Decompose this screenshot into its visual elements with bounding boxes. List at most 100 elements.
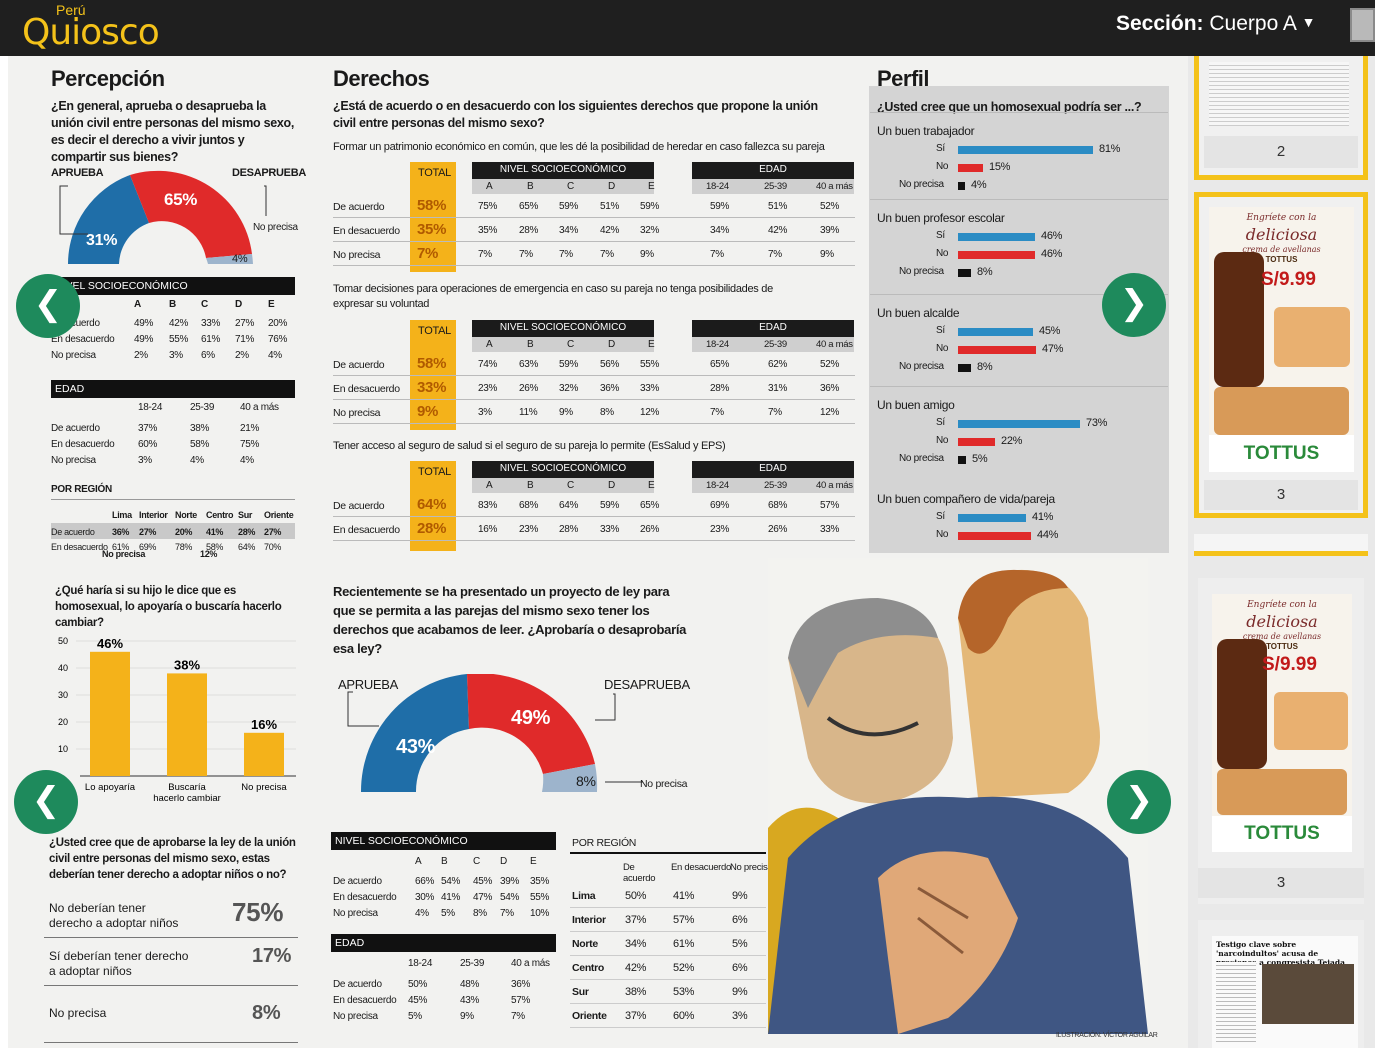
thumbnail-page-2[interactable]: 2 bbox=[1194, 56, 1368, 180]
table-cell: 7% bbox=[511, 1011, 525, 1022]
table-cell: 28% bbox=[710, 383, 730, 394]
table-cell: 21% bbox=[240, 423, 260, 434]
thumbnail-page-3[interactable]: Engríete con la deliciosa crema de avell… bbox=[1194, 192, 1368, 518]
prev-page-button[interactable]: ❮ bbox=[16, 274, 80, 338]
table-cell: 6% bbox=[732, 914, 748, 926]
table-cell: 33% bbox=[640, 383, 660, 394]
bar bbox=[167, 673, 207, 776]
total-header: TOTAL bbox=[418, 466, 451, 478]
perfil-bar-no bbox=[958, 532, 1031, 540]
thumbnail-page-3-alt[interactable]: Engríete con la deliciosa crema de avell… bbox=[1198, 578, 1364, 904]
table-cell: 52% bbox=[820, 201, 840, 212]
table-cell: 9% bbox=[732, 890, 748, 902]
table-cell: 33% bbox=[820, 524, 840, 535]
next-page-button-bottom[interactable]: ❯ bbox=[1107, 770, 1171, 834]
table-cell: 4% bbox=[415, 908, 429, 919]
proyecto-aprueba-label: APRUEBA bbox=[338, 677, 399, 692]
table-cell: 45% bbox=[408, 995, 428, 1006]
table-cell: 38% bbox=[625, 986, 647, 998]
table-cell: 33% bbox=[600, 524, 620, 535]
table-cell: 3% bbox=[138, 455, 152, 466]
total-column-highlight bbox=[410, 461, 456, 551]
adopcion-row-label: No precisa bbox=[49, 1006, 107, 1020]
perfil-bar-value: 15% bbox=[989, 161, 1011, 173]
table-cell: 69% bbox=[139, 542, 157, 552]
chevron-left-icon: ❮ bbox=[31, 781, 61, 819]
total-value: 64% bbox=[417, 496, 447, 513]
thumbnail-page-partial[interactable] bbox=[1194, 534, 1368, 556]
proyecto-desaprueba-value: 49% bbox=[511, 707, 551, 729]
bar bbox=[244, 732, 284, 776]
ad-chocolate-shape bbox=[1217, 639, 1267, 769]
next-page-button[interactable]: ❯ bbox=[1102, 273, 1166, 337]
perfil-bar-si bbox=[958, 328, 1033, 336]
socio-header: NIVEL SOCIOECONÓMICO bbox=[472, 461, 654, 478]
percepcion-desaprueba-label: DESAPRUEBA bbox=[232, 167, 307, 179]
tottus-logo: TOTTUS bbox=[1212, 816, 1352, 852]
table-cell: 7% bbox=[500, 908, 514, 919]
table-row-label: En desacuerdo bbox=[333, 524, 400, 536]
table-cell: 36% bbox=[820, 383, 840, 394]
y-tick-label: 50 bbox=[58, 636, 68, 646]
adopcion-row-label: Sí deberían tener derecho a adoptar niño… bbox=[49, 949, 189, 978]
divider bbox=[333, 241, 855, 242]
table-cell: 50% bbox=[625, 890, 647, 902]
table-column-header: Sur bbox=[238, 510, 253, 520]
table-cell: 27% bbox=[139, 527, 157, 537]
ad-price: S/9.99 bbox=[1262, 654, 1317, 675]
table-cell: 20% bbox=[268, 318, 288, 329]
divider bbox=[44, 937, 298, 938]
perfil-bar-value: 41% bbox=[1032, 511, 1054, 523]
thumbnail-ad-image: Engríete con la deliciosa crema de avell… bbox=[1212, 594, 1352, 852]
table-cell: 30% bbox=[415, 892, 435, 903]
table-column-header: 40 a más bbox=[816, 480, 853, 491]
table-column-header: E bbox=[268, 299, 275, 310]
divider bbox=[51, 499, 295, 500]
table-column-header: B bbox=[527, 480, 534, 491]
perfil-row-label: No bbox=[936, 248, 949, 259]
table-cell: 59% bbox=[710, 201, 730, 212]
table-row-label: En desacuerdo bbox=[51, 439, 115, 450]
proyecto-question: Recientemente se ha presentado un proyec… bbox=[333, 584, 687, 656]
table-column-header: B bbox=[527, 339, 534, 350]
thumbnail-image bbox=[1209, 62, 1349, 126]
table-cell: 34% bbox=[559, 225, 579, 236]
table-cell: 3% bbox=[478, 407, 492, 418]
ad-chocolate-shape bbox=[1214, 252, 1264, 387]
table-cell: 65% bbox=[640, 500, 660, 511]
table-row-label: De acuerdo bbox=[333, 500, 385, 512]
table-cell: 5% bbox=[408, 1011, 422, 1022]
edad-subheader bbox=[692, 179, 854, 194]
socio-header: NIVEL SOCIOECONÓMICO bbox=[472, 320, 654, 337]
table-column-header: 25-39 bbox=[764, 480, 787, 491]
table-row-label: En desacuerdo bbox=[51, 542, 108, 552]
avatar[interactable] bbox=[1350, 8, 1375, 42]
prev-page-button-bottom[interactable]: ❮ bbox=[14, 770, 78, 834]
perfil-bar-value: 5% bbox=[972, 453, 988, 465]
proyecto-desaprueba-label: DESAPRUEBA bbox=[604, 677, 690, 692]
section-selector[interactable]: Sección: Cuerpo A ▼ bbox=[1116, 12, 1315, 36]
table-cell: 35% bbox=[530, 876, 550, 887]
perfil-bar-value: 8% bbox=[977, 266, 993, 278]
table-cell: 56% bbox=[600, 359, 620, 370]
table-cell: 75% bbox=[478, 201, 498, 212]
perfil-row-label: Sí bbox=[936, 230, 945, 241]
table-cell: 2% bbox=[134, 350, 148, 361]
table-column-header: Norte bbox=[175, 510, 198, 520]
perfil-item-title: Un buen trabajador bbox=[877, 124, 975, 138]
table-cell: 41% bbox=[441, 892, 461, 903]
top-bar: Perú Quiosco Sección: Cuerpo A ▼ bbox=[0, 0, 1375, 56]
perfil-row-label: Sí bbox=[936, 325, 945, 336]
thumbnail-page-4[interactable]: Testigo clave sobre 'narcoindultos' acus… bbox=[1198, 920, 1364, 1048]
table-cell: 39% bbox=[500, 876, 520, 887]
perfil-question: ¿Usted cree que un homosexual podría ser… bbox=[877, 100, 1142, 114]
divider bbox=[333, 423, 855, 424]
table-column-header: A bbox=[415, 856, 422, 867]
divider bbox=[570, 907, 766, 908]
table-row-label: En desacuerdo bbox=[333, 225, 400, 237]
table-cell: 27% bbox=[235, 318, 255, 329]
table-cell: 61% bbox=[201, 334, 221, 345]
table-cell: 76% bbox=[268, 334, 288, 345]
table-row-highlight bbox=[51, 523, 295, 539]
divider bbox=[570, 852, 766, 854]
